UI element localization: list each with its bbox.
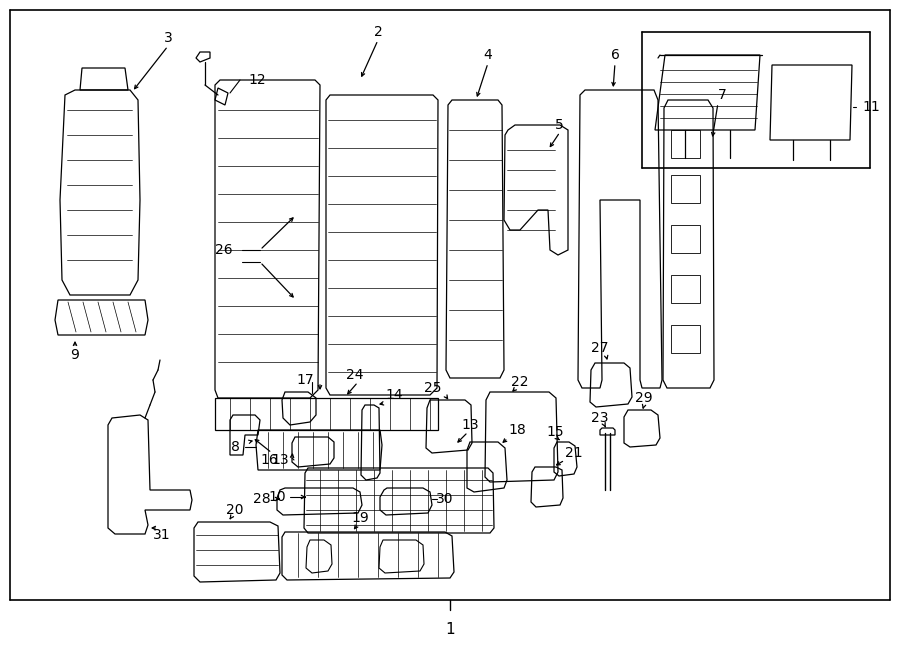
- Text: 13: 13: [271, 453, 289, 467]
- Text: 9: 9: [70, 348, 79, 362]
- Text: 28: 28: [253, 492, 271, 506]
- Text: 25: 25: [424, 381, 442, 395]
- Text: 23: 23: [591, 411, 608, 425]
- Text: 5: 5: [555, 118, 563, 132]
- Text: 12: 12: [248, 73, 266, 87]
- Text: 3: 3: [164, 31, 173, 45]
- Text: 18: 18: [508, 423, 526, 437]
- Text: 20: 20: [226, 503, 244, 517]
- Text: 31: 31: [153, 528, 171, 542]
- Text: 2: 2: [374, 25, 382, 39]
- Text: 30: 30: [436, 492, 454, 506]
- Text: 10: 10: [268, 490, 286, 504]
- Text: 17: 17: [296, 373, 314, 387]
- Text: 15: 15: [546, 425, 563, 439]
- Text: 27: 27: [591, 341, 608, 355]
- Text: 16: 16: [260, 453, 278, 467]
- Text: 11: 11: [862, 100, 880, 114]
- Text: 7: 7: [718, 88, 727, 102]
- Text: 4: 4: [483, 48, 492, 62]
- Text: 24: 24: [346, 368, 364, 382]
- Text: 26: 26: [215, 243, 233, 257]
- Text: 6: 6: [610, 48, 619, 62]
- Text: 14: 14: [385, 388, 402, 402]
- Text: 29: 29: [635, 391, 652, 405]
- Text: 8: 8: [230, 440, 239, 454]
- Text: 13: 13: [461, 418, 479, 432]
- Text: 21: 21: [565, 446, 582, 460]
- Text: 22: 22: [511, 375, 529, 389]
- Text: 19: 19: [351, 511, 369, 525]
- Text: 1: 1: [446, 623, 454, 637]
